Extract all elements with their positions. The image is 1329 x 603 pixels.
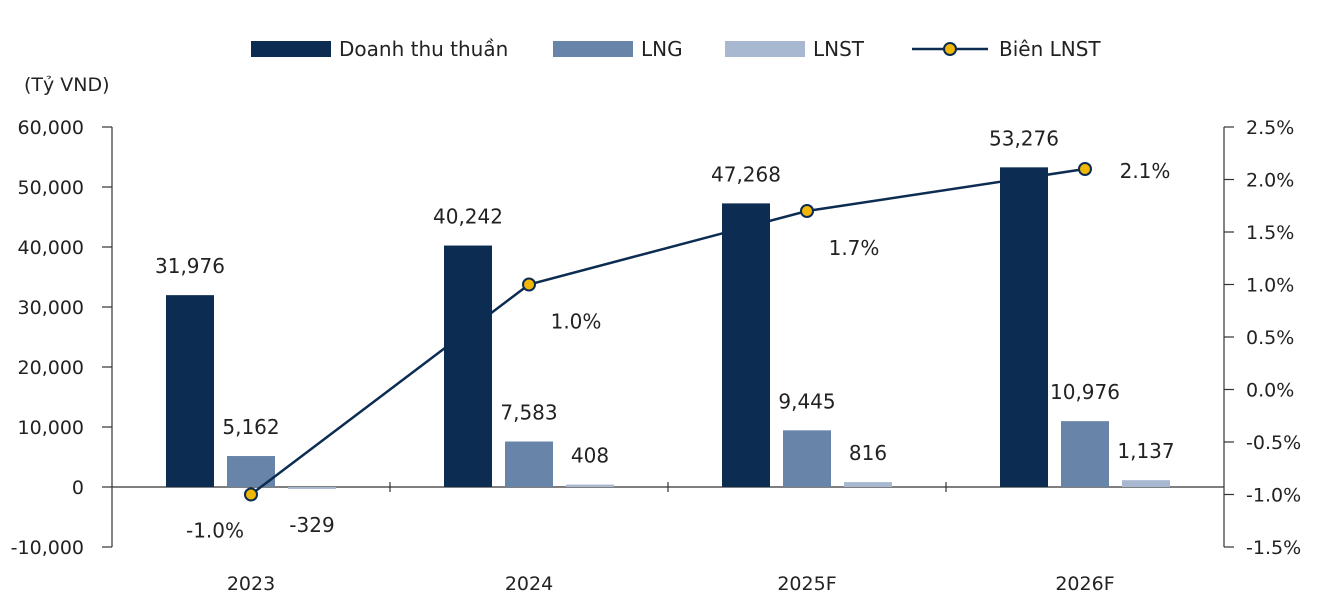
x-tick-label: 2025F: [777, 573, 836, 595]
y-tick-label: 30,000: [18, 297, 84, 319]
bar: [1061, 421, 1109, 487]
y2-tick-label: 0.0%: [1246, 380, 1294, 402]
y2-tick-label: 0.5%: [1246, 327, 1294, 349]
margin-data-label: 1.0%: [551, 310, 602, 334]
margin-point: [800, 204, 814, 218]
bar-data-label: 7,583: [500, 401, 557, 425]
bar-data-label: 816: [849, 441, 887, 465]
y-tick-label: -10,000: [11, 537, 84, 559]
y-tick-label: 0: [72, 477, 84, 499]
x-tick-label: 2023: [227, 573, 275, 595]
bar-data-label: 40,242: [433, 205, 503, 229]
legend-swatch: [725, 41, 805, 57]
legend-swatch: [553, 41, 633, 57]
bar-data-label: 5,162: [222, 415, 279, 439]
legend-label: Biên LNST: [999, 37, 1101, 61]
bars: [166, 167, 1170, 489]
y-tick-label: 10,000: [18, 417, 84, 439]
y-tick-label: 60,000: [18, 117, 84, 139]
margin-data-label: -1.0%: [186, 519, 244, 543]
bar: [783, 430, 831, 487]
y2-tick-label: 2.5%: [1246, 117, 1294, 139]
bar-data-label: 53,276: [989, 126, 1059, 150]
y-tick-label: 50,000: [18, 177, 84, 199]
y2-tick-label: 2.0%: [1246, 170, 1294, 192]
y-axis-title: (Tỷ VND): [24, 74, 110, 96]
y2-tick-label: -0.5%: [1246, 432, 1301, 454]
bar: [166, 295, 214, 487]
axes: 60,000 50,000 40,000 30,000 20,000 10,000 0 -10…: [11, 117, 1301, 595]
bar: [566, 484, 614, 487]
margin-line: [244, 162, 1092, 502]
y2-tick-label: 1.5%: [1246, 222, 1294, 244]
legend-label: Doanh thu thuần: [339, 37, 508, 61]
bar-data-label: -329: [289, 513, 334, 537]
margin-point: [1078, 162, 1092, 176]
margin-data-label: 1.7%: [829, 236, 880, 260]
legend-swatch: [251, 41, 331, 57]
legend-label: LNST: [813, 37, 865, 61]
y-tick-label: 20,000: [18, 357, 84, 379]
bar: [722, 203, 770, 487]
bar: [1122, 480, 1170, 487]
margin-point: [244, 487, 258, 502]
data-labels: 31,976 40,242 47,268 53,276 5,162 7,583 9,445 1…: [155, 126, 1175, 542]
bar: [844, 482, 892, 487]
y2-tick-label: 1.0%: [1246, 275, 1294, 297]
legend-swatch-marker: [943, 42, 957, 56]
y2-tick-label: -1.0%: [1246, 485, 1301, 507]
bar-data-label: 408: [571, 444, 609, 468]
bar: [1000, 167, 1048, 487]
x-tick-label: 2026F: [1055, 573, 1114, 595]
bar-data-label: 1,137: [1117, 439, 1174, 463]
margin-data-label: 2.1%: [1120, 159, 1171, 183]
bar-data-label: 10,976: [1050, 380, 1120, 404]
bar-data-label: 47,268: [711, 162, 781, 186]
bar-data-label: 31,976: [155, 254, 225, 278]
bar: [288, 487, 336, 489]
x-tick-label: 2024: [505, 573, 553, 595]
margin-point: [522, 277, 536, 292]
bar: [505, 441, 553, 487]
y-tick-label: 40,000: [18, 237, 84, 259]
legend: Doanh thu thuần LNG LNST Biên LNST: [251, 37, 1101, 61]
bar-data-label: 9,445: [778, 389, 835, 413]
margin-line-path: [250, 167, 1086, 496]
bar: [444, 245, 492, 487]
y2-tick-label: -1.5%: [1246, 537, 1301, 559]
legend-label: LNG: [641, 37, 683, 61]
